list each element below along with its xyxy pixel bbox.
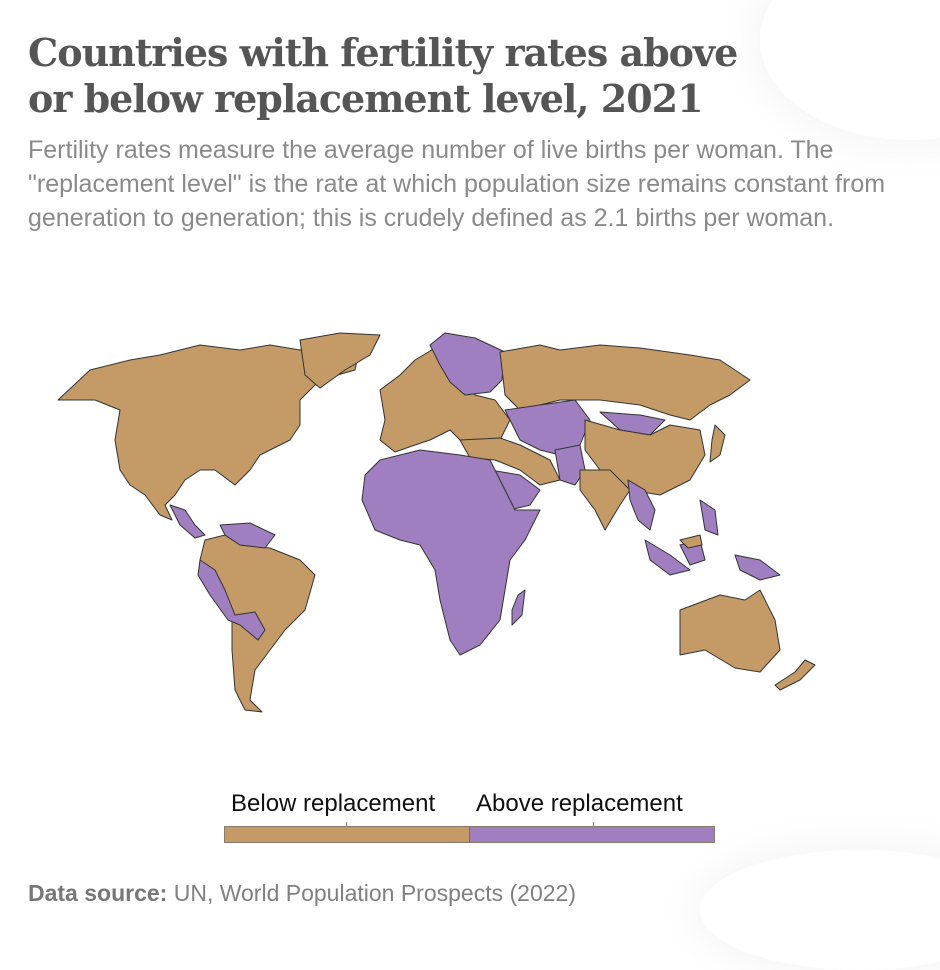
legend-label-above: Above replacement <box>476 790 683 817</box>
source-text: UN, World Population Prospects (2022) <box>167 880 576 906</box>
legend-labels: Below replacement Above replacement <box>224 790 716 820</box>
region-north-america <box>57 339 361 521</box>
region-russia-east <box>499 344 751 421</box>
region-southeast-asia <box>627 479 656 531</box>
data-source: Data source: UN, World Population Prospe… <box>28 880 576 907</box>
legend-bar <box>224 826 715 843</box>
chart-title: Countries with fertility rates above or … <box>28 30 828 122</box>
region-mongolia <box>599 411 666 436</box>
title-line-2: or below replacement level, 2021 <box>28 76 704 121</box>
decorative-shadow <box>700 850 940 970</box>
region-australia <box>679 589 781 673</box>
region-indonesia <box>644 499 781 581</box>
region-south-america-above <box>197 522 276 641</box>
chart-subtitle: Fertility rates measure the average numb… <box>28 136 886 232</box>
legend-swatch-below <box>225 827 470 842</box>
legend-label-below: Below replacement <box>231 790 436 817</box>
title-line-1: Countries with fertility rates above <box>28 30 738 75</box>
source-label: Data source: <box>28 880 168 906</box>
world-map <box>57 332 816 713</box>
region-japan <box>709 424 726 463</box>
legend-tick-above <box>593 822 594 827</box>
region-nw-russia <box>429 332 506 396</box>
region-new-zealand <box>774 659 816 691</box>
region-india <box>579 469 631 531</box>
region-malaysia <box>679 534 703 549</box>
region-greenland <box>299 332 381 389</box>
region-madagascar <box>511 589 526 626</box>
legend-tick-below <box>346 822 347 827</box>
region-africa <box>361 449 541 656</box>
region-central-america <box>169 504 206 539</box>
legend-swatch-above <box>470 827 714 842</box>
